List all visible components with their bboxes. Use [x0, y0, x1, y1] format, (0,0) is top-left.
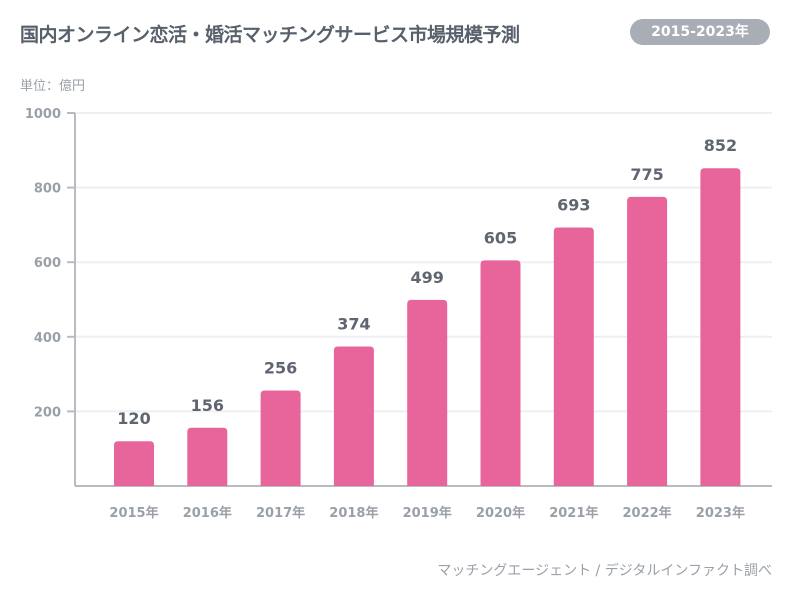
- bar: [700, 168, 741, 487]
- data-label: 775: [630, 165, 663, 184]
- bar: [407, 299, 448, 486]
- x-tick-label: 2023年: [696, 505, 745, 521]
- y-tick-label: 400: [34, 331, 61, 346]
- data-label: 605: [484, 228, 517, 247]
- data-label: 120: [117, 409, 150, 428]
- x-tick-label: 2015年: [109, 505, 158, 521]
- data-label: 156: [191, 396, 224, 415]
- data-label: 256: [264, 359, 297, 378]
- bar: [187, 427, 228, 486]
- x-tick-label: 2020年: [476, 505, 525, 521]
- bar: [260, 390, 301, 486]
- source-note: マッチングエージェント / デジタルインファクト調べ: [437, 563, 772, 579]
- bar: [480, 260, 521, 486]
- y-tick-label: 600: [34, 256, 61, 271]
- data-label: 693: [557, 196, 590, 215]
- data-label: 499: [410, 268, 443, 287]
- x-tick-label: 2017年: [256, 505, 305, 521]
- y-tick-label: 800: [34, 182, 61, 197]
- x-tick-label: 2021年: [549, 505, 598, 521]
- data-label: 852: [704, 136, 737, 155]
- period-badge: 2015-2023年: [630, 19, 770, 45]
- bar: [627, 196, 668, 487]
- bar: [333, 346, 374, 486]
- x-tick-label: 2018年: [329, 505, 378, 521]
- x-tick-label: 2022年: [623, 505, 672, 521]
- chart-title: 国内オンライン恋活・婚活マッチングサービス市場規模予測: [20, 24, 520, 46]
- x-tick-label: 2019年: [403, 505, 452, 521]
- data-label: 374: [337, 314, 370, 333]
- bar: [553, 227, 594, 487]
- x-tick-label: 2016年: [183, 505, 232, 521]
- unit-label: 単位：億円: [20, 79, 86, 94]
- y-tick-label: 200: [34, 405, 61, 420]
- bar: [114, 441, 154, 486]
- y-tick-label: 1000: [25, 107, 61, 122]
